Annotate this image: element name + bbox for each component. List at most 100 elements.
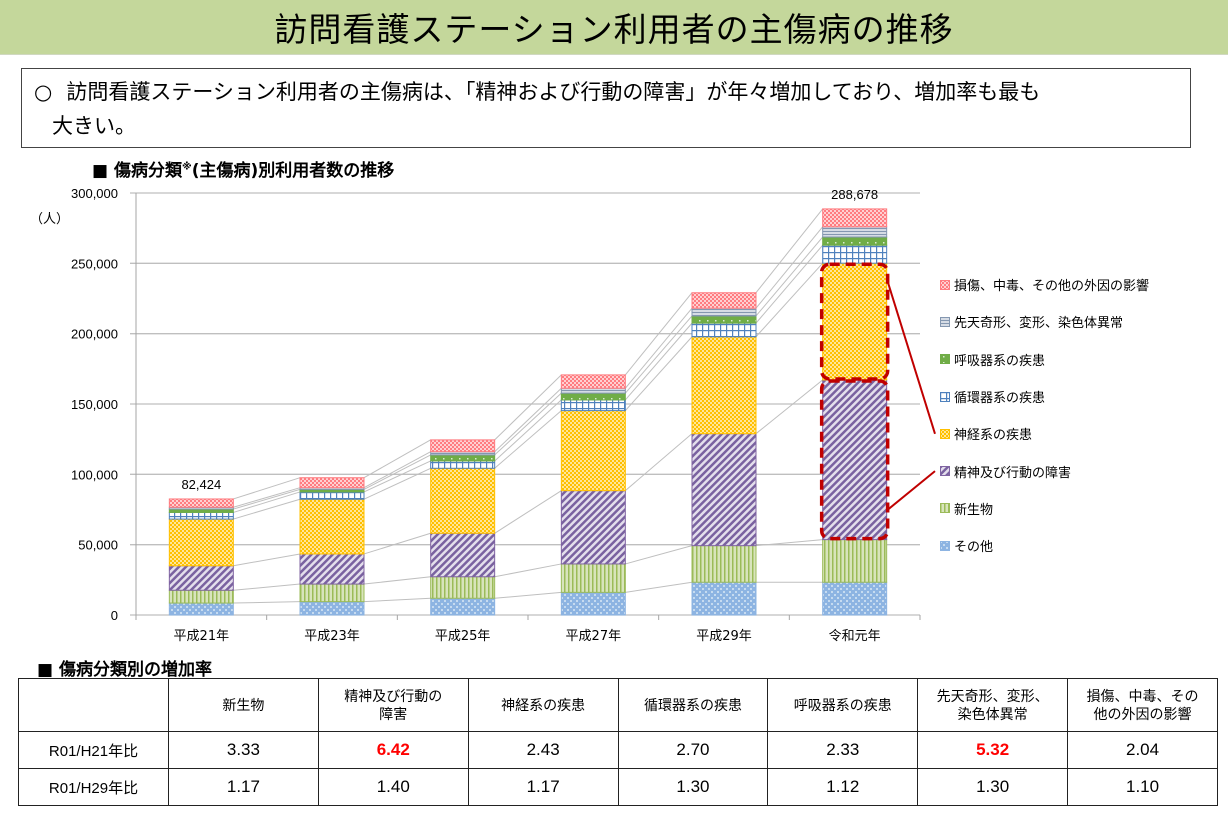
legend-item: 新生物: [940, 490, 1149, 527]
legend-label: 精神及び行動の障害: [954, 465, 1072, 481]
bar-segment: [560, 410, 626, 492]
bar-segment: [430, 454, 496, 462]
series-connector-line: [363, 454, 431, 490]
legend-swatch-icon: [940, 428, 950, 439]
series-connector-line: [494, 387, 562, 453]
bar-segment: [822, 236, 888, 246]
x-tick-label: 平成23年: [304, 629, 360, 644]
bar-segment: [691, 545, 757, 583]
table-row: R01/H29年比 1.17 1.40 1.17 1.30 1.12 1.30 1.10: [18, 768, 1218, 806]
series-connector-line: [233, 553, 301, 567]
bar-segment: [560, 392, 626, 401]
series-connector-line: [494, 563, 562, 578]
table-column-header: 精神及び行動の 障害: [317, 678, 469, 732]
legend-item: 損傷、中毒、その他の外因の影響: [940, 266, 1149, 303]
stacked-bar-chart: （人） 0 50,000 100,000 150,000 200,000 250,000 3…: [30, 186, 936, 644]
x-tick-label: 平成25年: [435, 629, 491, 644]
bar-segment: [560, 387, 626, 394]
y-tick-label: 200,000: [71, 327, 118, 342]
growth-rate-table: 新生物 精神及び行動の 障害 神経系の疾患 循環器系の疾患 呼吸器系の疾患 先天奇形、変形、…: [18, 678, 1218, 806]
table-cell: 1.10: [1067, 768, 1218, 806]
series-connector-line: [624, 315, 693, 394]
bar-segment: [299, 498, 365, 555]
bar-segment: [168, 518, 234, 567]
bar-segment: [168, 511, 234, 520]
series-connector-line: [624, 307, 693, 389]
series-connector-line: [755, 236, 824, 317]
title-band: 訪問看護ステーション利用者の主傷病の推移: [0, 0, 1228, 55]
bar-segment: [560, 563, 626, 593]
bar-segment: [691, 307, 757, 317]
y-axis-unit-label: （人）: [30, 212, 69, 227]
series-connector-line: [624, 322, 693, 401]
bar-segment: [430, 597, 496, 616]
bar-segment: [299, 553, 365, 585]
legend-item: 先天奇形、変形、染色体異常: [940, 303, 1149, 340]
series-connector-line: [755, 379, 823, 435]
table-cell: 3.33: [168, 731, 319, 769]
bar-segment: [560, 374, 626, 389]
legend-item: 神経系の疾患: [940, 415, 1149, 452]
table-header-row: 新生物 精神及び行動の 障害 神経系の疾患 循環器系の疾患 呼吸器系の疾患 先天奇形、変形、…: [18, 678, 1218, 732]
y-tick-label: 100,000: [71, 467, 118, 482]
bar-segment: [299, 583, 365, 603]
x-tick-label: 令和元年: [829, 629, 881, 644]
bar-segment: [822, 379, 888, 541]
series-connector-line: [363, 576, 431, 585]
bar-segment: [691, 581, 757, 616]
bar-segment: [168, 565, 234, 591]
series-connector-line: [625, 433, 693, 492]
y-tick-label: 50,000: [78, 538, 118, 553]
bar-segment: [168, 498, 234, 508]
legend-item: 精神及び行動の障害: [940, 452, 1149, 489]
y-tick-label: 150,000: [71, 397, 118, 412]
bar-segment: [822, 262, 888, 381]
legend-label: 呼吸器系の疾患: [954, 353, 1046, 369]
legend-swatch-icon: [940, 503, 950, 514]
table-column-header: [18, 678, 169, 732]
table-row-label: R01/H21年比: [18, 731, 169, 769]
bar-segment: [430, 576, 496, 599]
bar-segment: [560, 591, 626, 616]
series-connector-line: [363, 467, 431, 500]
table-cell: 6.42: [317, 731, 469, 769]
bar-segment: [691, 433, 757, 547]
series-connector-line: [363, 532, 431, 555]
highlight-dashed-box: [819, 262, 890, 381]
summary-line-1: 訪問看護ステーション利用者の主傷病は、「精神および行動の障害」が年々増加しており…: [66, 80, 1041, 104]
legend-swatch-icon: [940, 466, 950, 477]
series-connector-line: [233, 488, 301, 510]
series-connector-line: [494, 399, 562, 462]
table-row: R01/H21年比 3.33 6.42 2.43 2.70 2.33 5.32 2.04: [18, 731, 1218, 769]
series-connector-line: [755, 226, 824, 309]
highlight-dashed-box: [819, 379, 890, 541]
table-cell: 1.17: [168, 768, 319, 806]
series-connector-line: [755, 262, 824, 338]
series-connector-line: [363, 451, 431, 489]
table-cell: 1.12: [767, 768, 919, 806]
series-connector-line: [494, 392, 562, 456]
summary-line-2: 大きい。: [52, 114, 136, 138]
legend-label: 先天奇形、変形、染色体異常: [954, 316, 1124, 332]
series-connector-line: [363, 597, 431, 603]
table-column-header: 循環器系の疾患: [617, 678, 769, 732]
bar-segment: [168, 508, 234, 513]
series-connector-line: [233, 487, 301, 508]
chart-legend: 損傷、中毒、その他の外因の影響 先天奇形、変形、染色体異常 呼吸器系の疾患 循環器系の…: [940, 266, 1149, 564]
x-tick-label: 平成21年: [174, 629, 230, 644]
bar-segment: [430, 439, 496, 453]
series-connector-line: [494, 410, 562, 469]
bar-segment: [430, 532, 496, 578]
bar-segment: [691, 315, 757, 324]
y-tick-label: 300,000: [71, 186, 118, 201]
square-bullet-icon: ■: [37, 660, 54, 680]
table-column-header: 呼吸器系の疾患: [767, 678, 919, 732]
table-cell: 1.17: [467, 768, 619, 806]
table-cell: 2.33: [767, 731, 919, 769]
series-connector-line: [233, 491, 301, 513]
table-column-header: 神経系の疾患: [467, 678, 619, 732]
series-connector-line: [233, 477, 301, 500]
table-cell: 1.40: [317, 768, 469, 806]
table-cell: 1.30: [917, 768, 1069, 806]
table-row-label: R01/H29年比: [18, 768, 169, 806]
